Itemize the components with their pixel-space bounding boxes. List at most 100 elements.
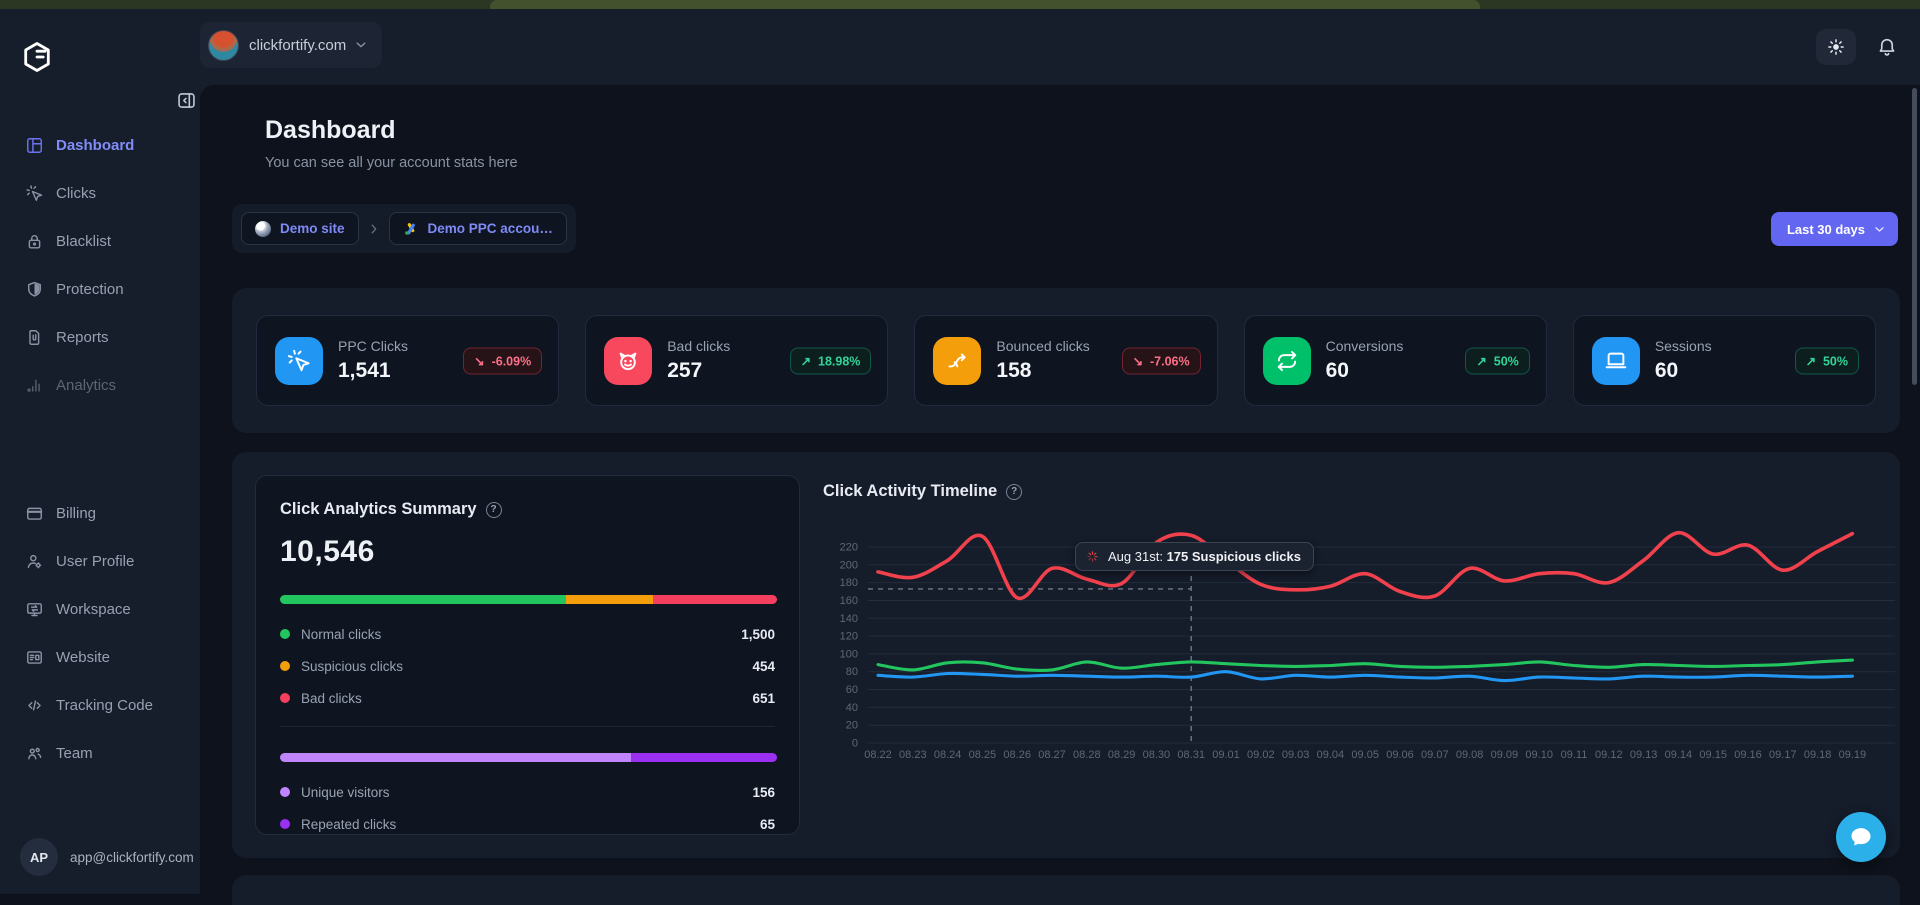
breadcrumb-label: Demo site: [280, 221, 345, 236]
sidebar-item-label: Analytics: [56, 376, 117, 394]
sidebar-item-workspace[interactable]: Workspace: [0, 585, 200, 633]
stat-card-bad-clicks: Bad clicks 257 ↗ 18.98%: [585, 315, 889, 406]
svg-text:09.14: 09.14: [1665, 749, 1693, 761]
svg-text:180: 180: [840, 577, 858, 589]
sidebar-item-analytics[interactable]: Analytics: [0, 361, 200, 409]
bar-segment-normal-clicks: [280, 595, 567, 604]
workspace-selector[interactable]: clickfortify.com: [200, 22, 383, 68]
svg-text:08.27: 08.27: [1038, 749, 1066, 761]
stats-panel: PPC Clicks 1,541 ↘ -6.09% Bad clicks 257 ↗ 18…: [232, 288, 1900, 433]
timeline-title: Click Activity Timeline: [823, 482, 998, 500]
legend-label: Suspicious clicks: [301, 658, 404, 674]
chat-launcher-button[interactable]: [1836, 812, 1886, 862]
next-panel-edge: [232, 875, 1900, 905]
sidebar-item-billing[interactable]: Billing: [0, 489, 200, 537]
svg-text:09.03: 09.03: [1282, 749, 1310, 761]
sidebar-item-tracking-code[interactable]: Tracking Code: [0, 681, 200, 729]
notifications-bell-icon[interactable]: [1876, 36, 1898, 58]
bar-segment-unique-visitors: [280, 753, 631, 762]
help-icon[interactable]: ?: [485, 501, 502, 518]
svg-text:09.10: 09.10: [1525, 749, 1553, 761]
legend-value: 651: [752, 690, 775, 706]
clickfortify-logo-icon[interactable]: [21, 39, 53, 75]
sidebar-item-website[interactable]: Website: [0, 633, 200, 681]
svg-text:09.07: 09.07: [1421, 749, 1449, 761]
sidebar-item-protection[interactable]: Protection: [0, 265, 200, 313]
legend-row-suspicious-clicks: Suspicious clicks 454: [280, 650, 775, 682]
click-activity-chart[interactable]: 0 20 40 60 80 100 120 140 160 180 200 220 08.22 08.23…: [820, 530, 1900, 775]
svg-text:20: 20: [846, 720, 858, 732]
series-green-series: [876, 658, 1854, 673]
sidebar-item-label: Reports: [56, 328, 109, 346]
globe-icon: [255, 220, 271, 237]
svg-text:140: 140: [840, 613, 858, 625]
date-range-button[interactable]: Last 30 days: [1770, 212, 1898, 246]
page-scrollbar[interactable]: [1912, 88, 1917, 385]
breadcrumb: Demo site Demo PPC accou…: [232, 204, 576, 253]
chevron-right-icon: [367, 222, 381, 236]
svg-text:08.30: 08.30: [1143, 749, 1171, 761]
stat-label: Sessions: [1654, 338, 1712, 354]
svg-text:09.02: 09.02: [1247, 749, 1275, 761]
stat-label: PPC Clicks: [338, 338, 409, 354]
breadcrumb-item-demo-site[interactable]: Demo site: [241, 212, 359, 245]
sidebar-item-team[interactable]: Team: [0, 729, 200, 777]
sidebar-item-clicks[interactable]: Clicks: [0, 169, 200, 217]
svg-text:100: 100: [840, 648, 858, 660]
svg-text:08.25: 08.25: [969, 749, 997, 761]
sidebar-item-dashboard[interactable]: Dashboard: [0, 121, 200, 169]
summary-total-value: 10,546: [280, 535, 375, 568]
stat-card-sessions: Sessions 60 ↗ 50%: [1572, 315, 1877, 406]
svg-text:08.29: 08.29: [1108, 749, 1136, 761]
help-icon[interactable]: ?: [1006, 483, 1023, 500]
protection-icon: [25, 280, 44, 299]
legend-label: Normal clicks: [301, 626, 382, 642]
svg-text:09.08: 09.08: [1456, 749, 1484, 761]
legend-value: 156: [752, 784, 775, 800]
svg-text:09.04: 09.04: [1317, 749, 1345, 761]
legend-row-normal-clicks: Normal clicks 1,500: [280, 618, 775, 650]
sidebar-item-reports[interactable]: Reports: [0, 313, 200, 361]
tracking-code-icon: [25, 696, 44, 715]
summary-title: Click Analytics Summary: [280, 500, 477, 518]
sidebar-item-label: Protection: [56, 280, 124, 298]
svg-text:0: 0: [852, 738, 858, 750]
stat-value: 60: [1325, 359, 1349, 382]
stat-card-bounced-clicks: Bounced clicks 158 ↘ -7.06%: [914, 315, 1218, 406]
sidebar-collapse-button[interactable]: [176, 90, 197, 111]
stat-value: 257: [667, 359, 703, 382]
main-content: Dashboard You can see all your account s…: [200, 85, 1920, 905]
breadcrumb-item-demo-ppc-accou[interactable]: Demo PPC accou…: [388, 212, 567, 245]
user-profile-icon: [25, 552, 44, 571]
chart-tooltip: Aug 31st: 175 Suspicious clicks: [1075, 542, 1314, 571]
sidebar-item-label: Blacklist: [56, 232, 112, 250]
svg-text:09.06: 09.06: [1386, 749, 1414, 761]
legend-dot: [280, 661, 290, 671]
page-title: Dashboard: [265, 116, 396, 144]
chart-canvas[interactable]: 0 20 40 60 80 100 120 140 160 180 200 220 08.22 08.23…: [820, 530, 1900, 775]
sidebar-item-blacklist[interactable]: Blacklist: [0, 217, 200, 265]
chevron-down-icon: [354, 38, 368, 52]
breadcrumb-label: Demo PPC accou…: [427, 221, 553, 236]
stat-change-badge: ↗ 18.98%: [789, 347, 872, 374]
stat-card-conversions: Conversions 60 ↗ 50%: [1243, 315, 1547, 406]
theme-toggle-button[interactable]: [1816, 29, 1856, 65]
sidebar: Dashboard Clicks Blacklist Protection Report…: [0, 9, 200, 894]
sidebar-item-user-profile[interactable]: User Profile: [0, 537, 200, 585]
legend-label: Unique visitors: [301, 784, 390, 800]
sidebar-nav-secondary: Billing User Profile Workspace Website Track…: [0, 489, 200, 777]
legend-value: 454: [752, 658, 775, 674]
legend-row-unique-visitors: Unique visitors 156: [280, 776, 775, 808]
stat-value: 1,541: [338, 359, 391, 382]
svg-text:120: 120: [840, 631, 858, 643]
legend-dot: [280, 693, 290, 703]
svg-text:08.22: 08.22: [864, 749, 892, 761]
sidebar-item-label: Workspace: [56, 600, 131, 618]
sidebar-item-label: Tracking Code: [56, 696, 153, 714]
legend-label: Bad clicks: [301, 690, 362, 706]
website-icon: [25, 648, 44, 667]
svg-text:09.09: 09.09: [1491, 749, 1519, 761]
billing-icon: [25, 504, 44, 523]
svg-text:08.24: 08.24: [934, 749, 962, 761]
visitors-legend: Unique visitors 156 Repeated clicks 65: [280, 776, 775, 840]
